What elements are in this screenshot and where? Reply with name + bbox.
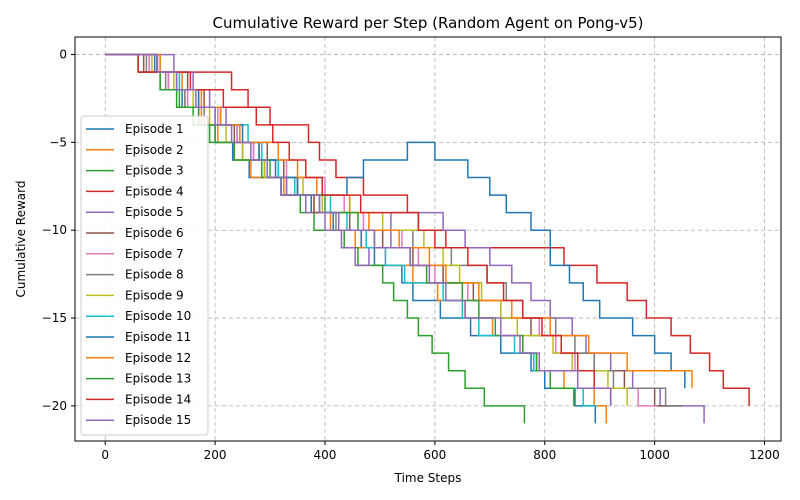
series-line-episode-15 xyxy=(105,53,612,406)
y-tick-label: 0 xyxy=(59,48,67,62)
legend-label: Episode 9 xyxy=(125,288,184,302)
legend-label: Episode 4 xyxy=(125,184,184,198)
y-axis-label: Cumulative Reward xyxy=(14,181,28,298)
legend-label: Episode 13 xyxy=(125,372,191,386)
legend-label: Episode 11 xyxy=(125,330,191,344)
legend-label: Episode 12 xyxy=(125,351,191,365)
legend-label: Episode 6 xyxy=(125,226,184,240)
legend[interactable]: Episode 1 Episode 2 Episode 3 Episode 4 Epis… xyxy=(80,115,209,436)
chart-title: Cumulative Reward per Step (Random Agent… xyxy=(213,14,644,32)
y-tick-label: −20 xyxy=(42,399,67,413)
legend-label: Episode 14 xyxy=(125,392,191,406)
legend-label: Episode 5 xyxy=(125,205,184,219)
x-tick-label: 1000 xyxy=(639,448,670,462)
x-tick-label: 400 xyxy=(314,448,337,462)
legend-label: Episode 3 xyxy=(125,164,184,178)
x-tick-label: 0 xyxy=(101,448,109,462)
legend-label: Episode 10 xyxy=(125,309,191,323)
y-axis: 0 −5 −10 −15 −20 xyxy=(42,48,75,413)
legend-label: Episode 7 xyxy=(125,247,184,261)
x-axis: 0 200 400 600 800 1000 1200 xyxy=(101,441,780,462)
legend-label: Episode 1 xyxy=(125,122,184,136)
x-tick-label: 200 xyxy=(204,448,227,462)
series-line-episode-14 xyxy=(105,53,612,406)
y-tick-label: −5 xyxy=(49,135,67,149)
legend-frame xyxy=(80,115,209,436)
axes-frame xyxy=(74,36,782,442)
series-line-episode-11 xyxy=(105,53,686,389)
y-tick-label: −15 xyxy=(42,311,67,325)
legend-label: Episode 2 xyxy=(125,143,184,157)
x-tick-label: 800 xyxy=(533,448,556,462)
x-axis-label: Time Steps xyxy=(394,471,462,485)
x-tick-label: 600 xyxy=(423,448,446,462)
y-tick-label: −10 xyxy=(42,223,67,237)
legend-label: Episode 8 xyxy=(125,268,184,282)
x-tick-label: 1200 xyxy=(749,448,780,462)
legend-label: Episode 15 xyxy=(125,413,191,427)
plot-area xyxy=(105,53,750,424)
